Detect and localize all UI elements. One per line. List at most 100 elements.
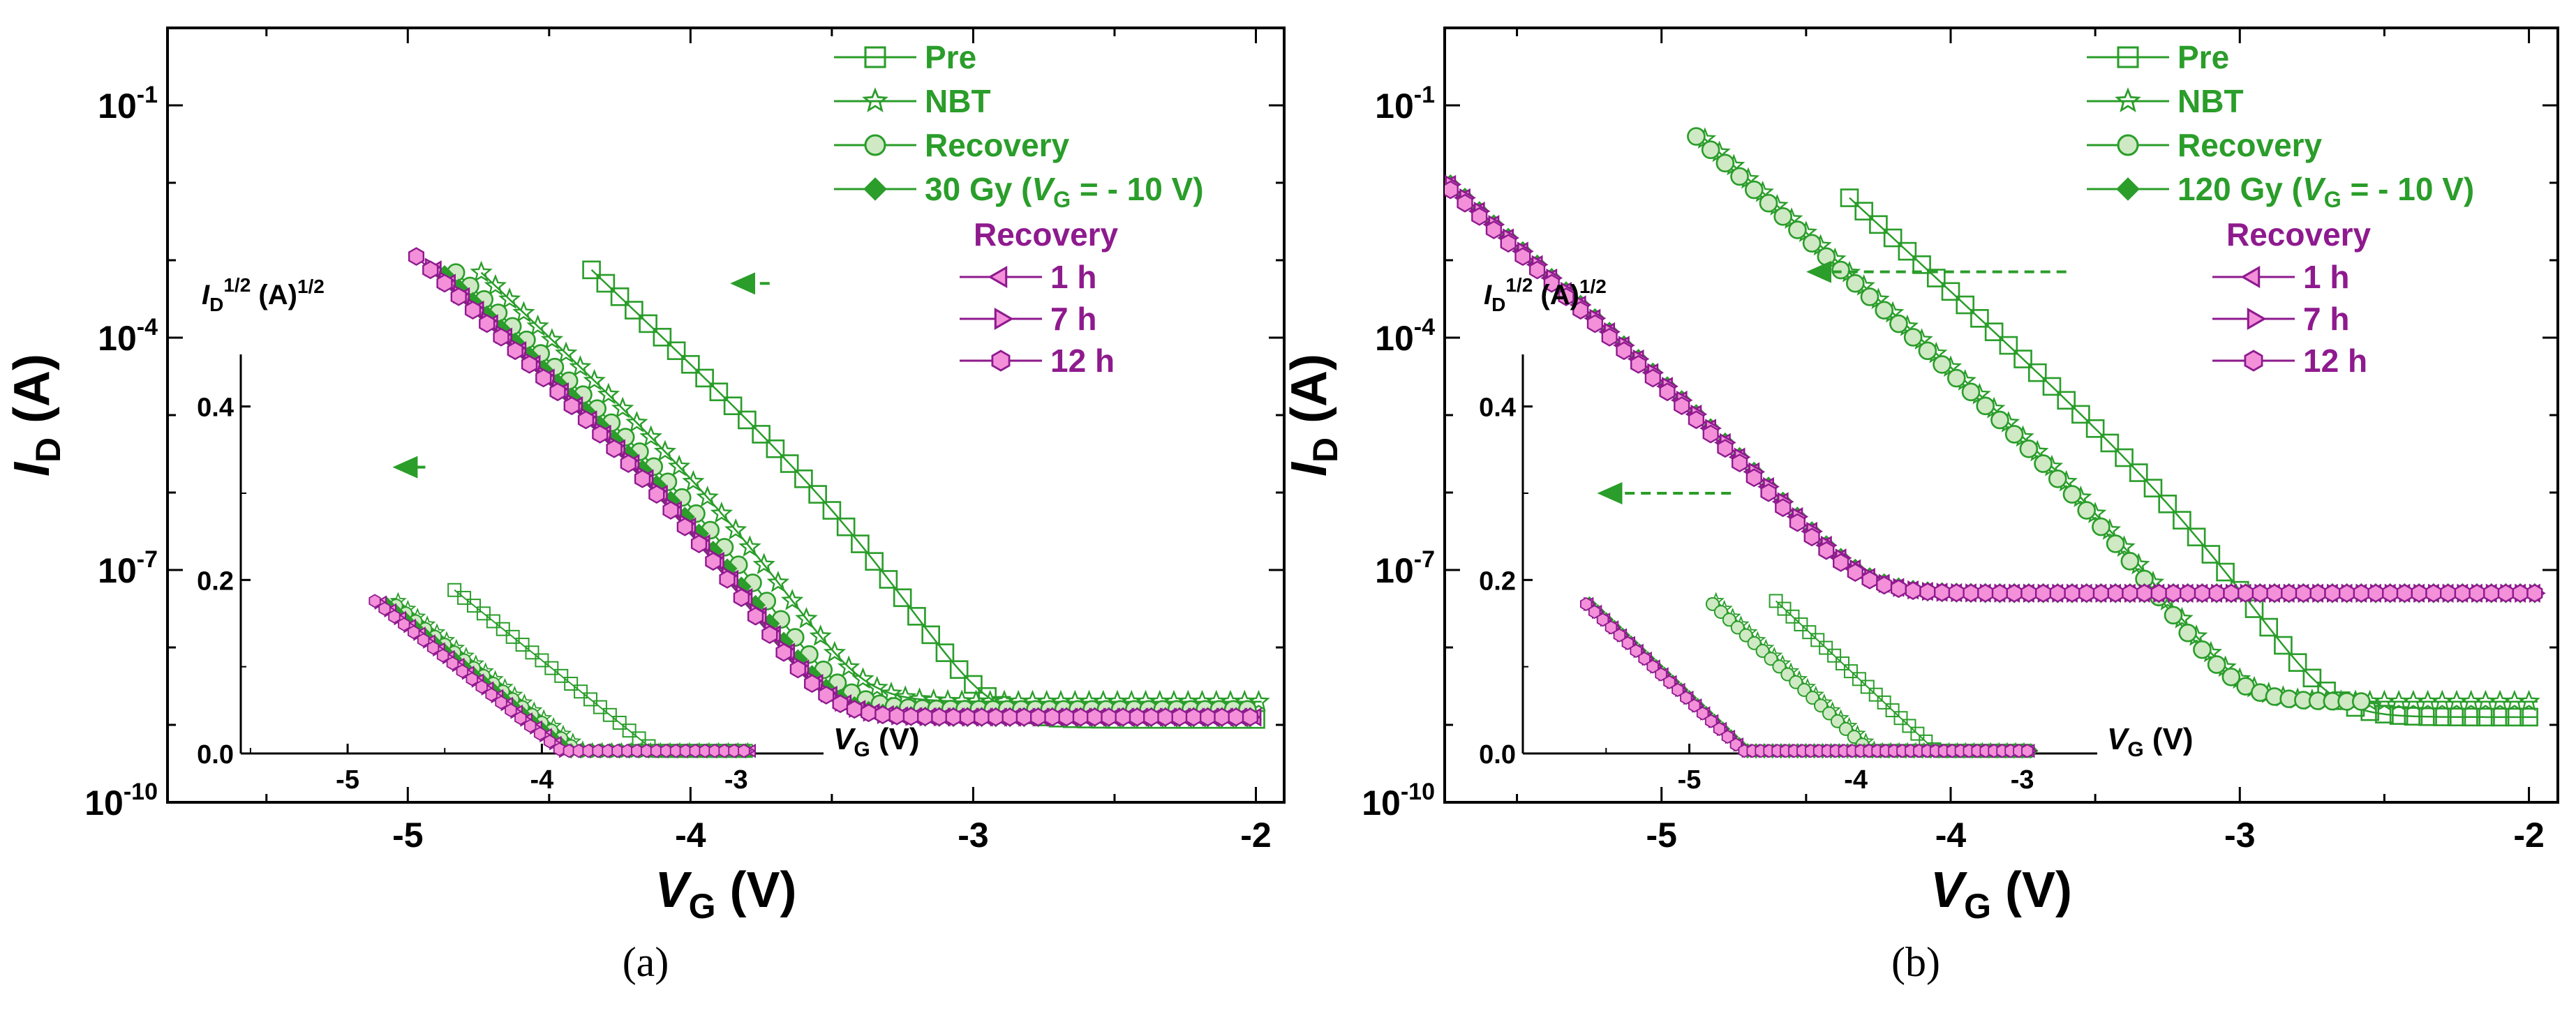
data-point: [1115, 707, 1131, 727]
data-point: [470, 260, 493, 283]
inset-data-point: [1877, 695, 1891, 710]
inset-data-point: [1852, 672, 1866, 686]
data-point: [569, 355, 592, 377]
data-point: [639, 314, 657, 333]
legend-entry: Recovery: [2087, 127, 2323, 163]
inset-data-point: [1713, 721, 1726, 736]
data-point: [2440, 583, 2457, 603]
data-point: [823, 640, 847, 663]
series-nbt: [470, 260, 1270, 712]
data-point: [2259, 617, 2279, 637]
legend-marker: [988, 266, 1008, 288]
data-point: [974, 707, 990, 727]
data-point: [2034, 454, 2053, 473]
data-point: [2497, 583, 2514, 603]
series-recovery: [1687, 127, 2373, 711]
inset-series-nbt: [389, 592, 757, 758]
x-tick-label: -4: [675, 816, 706, 855]
data-point: [879, 570, 898, 589]
data-point: [2049, 583, 2066, 603]
data-point: [1990, 410, 2009, 430]
inset-data-point: [1646, 659, 1659, 674]
data-point: [521, 354, 538, 374]
series-line: [480, 271, 1262, 703]
data-point: [832, 694, 849, 714]
data-point: [526, 314, 549, 336]
x-tick-label: -3: [958, 816, 988, 855]
series-line: [1450, 183, 2544, 594]
data-point: [2351, 692, 2371, 711]
legend-entry: Pre: [2087, 39, 2229, 75]
data-point: [2512, 583, 2529, 603]
data-point: [846, 700, 863, 719]
data-point: [893, 588, 912, 608]
data-point: [1586, 314, 1603, 333]
inset-data-point: [1893, 711, 1908, 726]
data-point: [2122, 583, 2138, 603]
data-point: [2503, 689, 2526, 712]
data-point: [1941, 282, 1960, 301]
data-point: [535, 368, 552, 388]
data-point: [1514, 247, 1531, 267]
x-tick-label: -5: [392, 816, 423, 855]
x-tick-label: -2: [1240, 816, 1271, 855]
data-point: [851, 534, 870, 553]
legend-entry: 1 h: [2212, 259, 2349, 295]
data-point: [2462, 707, 2481, 727]
data-point: [809, 624, 832, 646]
inset-series-recovery: [1705, 596, 2037, 758]
data-point: [1817, 247, 1836, 267]
data-point: [1889, 314, 1908, 333]
inset-series-120-gy-vg-10-v-: [1581, 596, 2039, 759]
data-point: [596, 273, 616, 293]
data-point: [582, 260, 601, 280]
inset-data-point: [1802, 625, 1817, 640]
data-point: [625, 410, 648, 433]
data-point: [2459, 689, 2482, 712]
series-layer: [1445, 127, 2546, 727]
legend-label: 30 Gy (VG = - 10 V): [925, 171, 1204, 212]
data-point: [2064, 583, 2080, 603]
series-layer: [408, 247, 1270, 729]
x-tick-label: -5: [1646, 816, 1676, 855]
data-point: [2208, 583, 2225, 603]
y-tick-label: 10-7: [98, 546, 158, 590]
data-point: [1898, 241, 1917, 261]
data-point: [2013, 350, 2032, 368]
data-point: [2164, 606, 2183, 625]
inset-chart: 0.0 0.2 0.4 -5 -4 -3 ID1/2 (A)1/2 VG (V): [197, 274, 919, 795]
data-point: [592, 425, 609, 444]
inset-data-point: [466, 672, 478, 686]
data-point: [1961, 382, 1981, 402]
data-point: [1833, 553, 1849, 572]
data-point: [710, 502, 734, 523]
inset-series-line: [454, 589, 752, 752]
data-point: [921, 625, 940, 645]
legend-label: NBT: [2177, 83, 2244, 119]
data-point: [1775, 498, 1792, 518]
inset-data-point: [1777, 601, 1792, 616]
data-point: [837, 655, 861, 677]
inset-data-point: [1827, 648, 1842, 663]
data-point: [705, 552, 722, 571]
data-point: [2526, 583, 2543, 603]
x-tick-label: -4: [1935, 816, 1967, 855]
data-point: [752, 553, 775, 575]
data-point: [2404, 707, 2423, 726]
inset-data-point: [1810, 633, 1825, 647]
inset-chart: 0.0 0.2 0.4 -5 -4 -3 ID1/2 (A)1/2 VG (V): [1479, 274, 2193, 795]
data-point: [738, 535, 761, 557]
inset-data-point: [446, 656, 459, 670]
data-point: [907, 607, 926, 626]
inset-x-title: VG (V): [2107, 722, 2194, 761]
data-point: [766, 439, 785, 458]
data-point: [1543, 273, 1560, 293]
data-point: [1445, 180, 1459, 200]
data-point: [1529, 260, 1546, 280]
data-point: [1934, 583, 1951, 602]
inset-x-tick-label: -5: [336, 765, 359, 795]
data-point: [964, 675, 983, 694]
data-point: [822, 501, 842, 520]
data-point: [836, 517, 856, 536]
data-point: [1991, 583, 2008, 603]
